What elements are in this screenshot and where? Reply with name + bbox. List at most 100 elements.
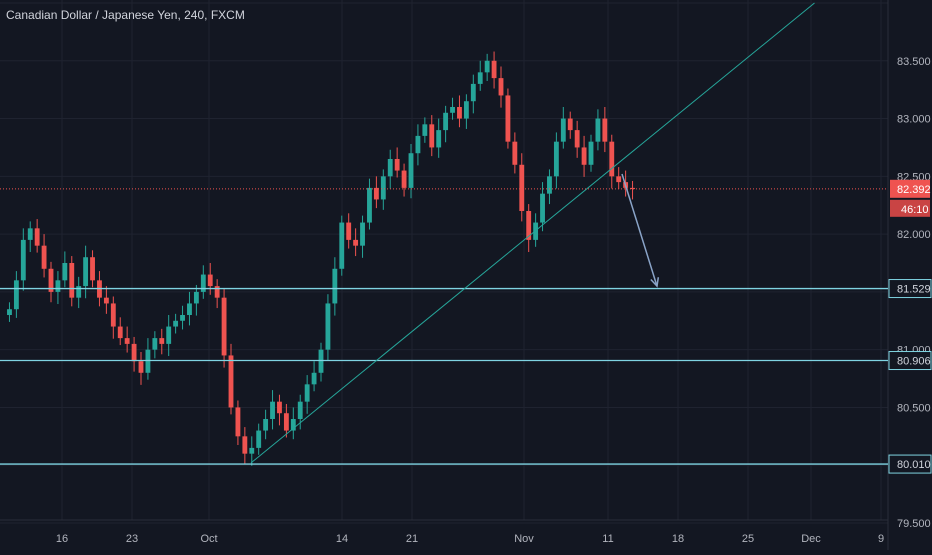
candle-body <box>353 239 359 246</box>
x-tick-label: Dec <box>801 533 821 545</box>
candle-body <box>380 176 386 200</box>
candle-body <box>346 222 352 240</box>
x-tick-label: 23 <box>126 533 138 545</box>
x-tick-label: 11 <box>602 533 613 545</box>
candle-body <box>401 170 407 188</box>
x-tick-label: 9 <box>878 533 884 545</box>
level-price-label: 81.529 <box>897 284 931 296</box>
candle-body <box>103 297 109 304</box>
candle-body <box>630 187 635 190</box>
candle-body <box>408 153 414 188</box>
candle-body <box>55 280 61 292</box>
trendline[interactable] <box>250 2 815 464</box>
x-tick-label: 18 <box>672 533 684 545</box>
candle-body <box>547 176 552 194</box>
candle-body <box>602 118 608 142</box>
candle-body <box>83 257 89 287</box>
candle-body <box>290 419 296 431</box>
candle-body <box>553 141 559 177</box>
countdown-tag <box>890 199 930 217</box>
candle-body <box>526 211 532 240</box>
candle-body <box>62 263 68 281</box>
candle-body <box>394 159 400 171</box>
candle-body <box>214 286 220 298</box>
level-price-tag <box>888 279 932 299</box>
candle-body <box>297 401 303 419</box>
candle-body <box>200 274 206 292</box>
candle-body <box>145 349 151 373</box>
candle-body <box>311 372 317 385</box>
level-price-tag <box>888 454 932 474</box>
candle-body <box>443 112 449 131</box>
candle-body <box>429 124 435 148</box>
candle-body <box>283 413 289 431</box>
candle-body <box>235 407 241 437</box>
candle-body <box>180 315 185 321</box>
candle-body <box>76 286 82 298</box>
candle-body <box>228 355 234 408</box>
candle-body <box>457 107 462 119</box>
candle-body <box>41 245 47 269</box>
candle-body <box>616 176 622 183</box>
candle-body <box>173 320 179 327</box>
y-tick-label: 80.500 <box>897 402 931 414</box>
candle-body <box>124 338 130 344</box>
candle-body <box>117 326 123 339</box>
candle-body <box>13 280 19 310</box>
candle-body <box>588 141 594 165</box>
candle-body <box>270 401 275 419</box>
candle-body <box>193 291 199 304</box>
candle-body <box>422 124 428 136</box>
candle-body <box>159 338 165 344</box>
candle-body <box>581 147 587 165</box>
candle-body <box>263 419 269 431</box>
y-tick-label: 83.500 <box>897 56 931 68</box>
candle-body <box>463 101 469 119</box>
candle-body <box>387 159 393 177</box>
projection-arrow[interactable] <box>621 173 658 287</box>
arrow-head <box>650 277 660 288</box>
candle-body <box>491 60 497 79</box>
candle-body <box>277 401 282 414</box>
candle-body <box>207 274 213 287</box>
y-tick-label: 83.000 <box>897 114 931 126</box>
level-price-label: 80.906 <box>897 356 931 368</box>
x-tick-label: Oct <box>200 533 217 545</box>
candle-body <box>166 326 172 344</box>
x-tick-label: 14 <box>336 533 348 545</box>
candle-body <box>138 361 144 373</box>
candle-body <box>242 436 248 454</box>
candle-body <box>249 447 255 454</box>
candle-body <box>360 222 365 246</box>
candle-body <box>221 297 227 356</box>
candle-body <box>498 78 504 96</box>
candle-body <box>48 268 54 292</box>
current-price-label: 82.392 <box>897 184 931 196</box>
countdown-label: 46:10 <box>901 204 929 216</box>
candle-body <box>450 107 455 113</box>
candle-body <box>187 303 192 315</box>
candle-body <box>567 118 573 131</box>
candle-body <box>574 130 580 148</box>
candle-body <box>318 349 324 373</box>
y-tick-label: 82.000 <box>897 229 931 241</box>
candle-body <box>131 343 137 362</box>
candle-body <box>512 141 518 165</box>
candle-body <box>367 187 372 223</box>
candle-body <box>152 338 158 350</box>
chart-title: Canadian Dollar / Japanese Yen, 240, FXC… <box>6 8 245 22</box>
x-tick-label: 21 <box>406 533 418 545</box>
candle-body <box>505 95 511 142</box>
candle-body <box>373 187 379 200</box>
level-price-label: 80.010 <box>897 459 931 471</box>
candle-body <box>20 239 26 281</box>
candle-body <box>332 268 338 304</box>
candle-body <box>595 118 601 142</box>
candle-body <box>609 141 615 177</box>
x-tick-label: Nov <box>514 533 534 545</box>
candle-body <box>110 303 116 327</box>
candle-body <box>325 303 331 350</box>
